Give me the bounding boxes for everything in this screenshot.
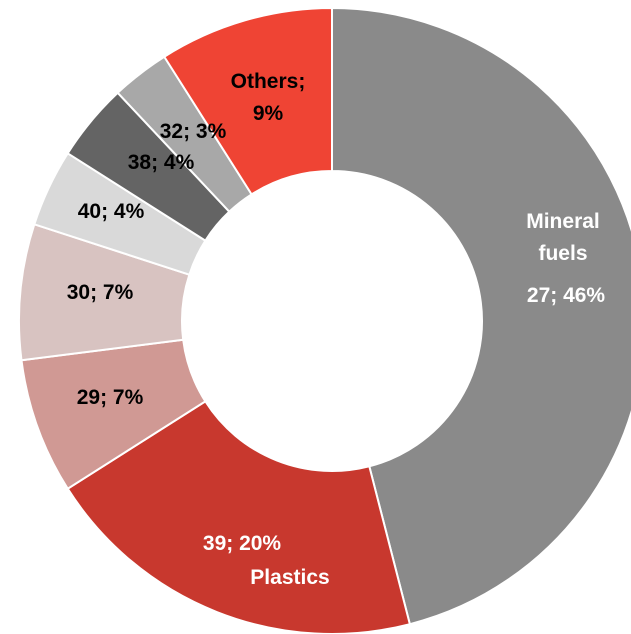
slice-label-27-label: fuels [538,242,587,265]
slice-label-others-label: Others; [231,70,306,93]
slice-label-32-display: 32; 3% [160,120,227,143]
slice-label-39-label: Plastics [250,566,329,589]
slice-label-29-display: 29; 7% [77,386,144,409]
slice-labels: Mineral fuels 27; 46% 39; 20% Plastics 29; 7%… [67,70,606,589]
slice-label-39-display: 39; 20% [203,532,282,555]
slice-label-38-display: 38; 4% [128,151,195,174]
slice-label-40-display: 40; 4% [78,200,145,223]
slice-others [162,6,333,196]
donut-slices [18,6,631,634]
slice-27 [331,6,631,626]
slice-label-27-display: 27; 46% [527,284,606,307]
slice-label-others-display: 9% [253,102,284,125]
slice-39 [66,399,412,634]
slice-label-30-display: 30; 7% [67,281,134,304]
slice-label-27-label: Mineral [526,210,600,233]
